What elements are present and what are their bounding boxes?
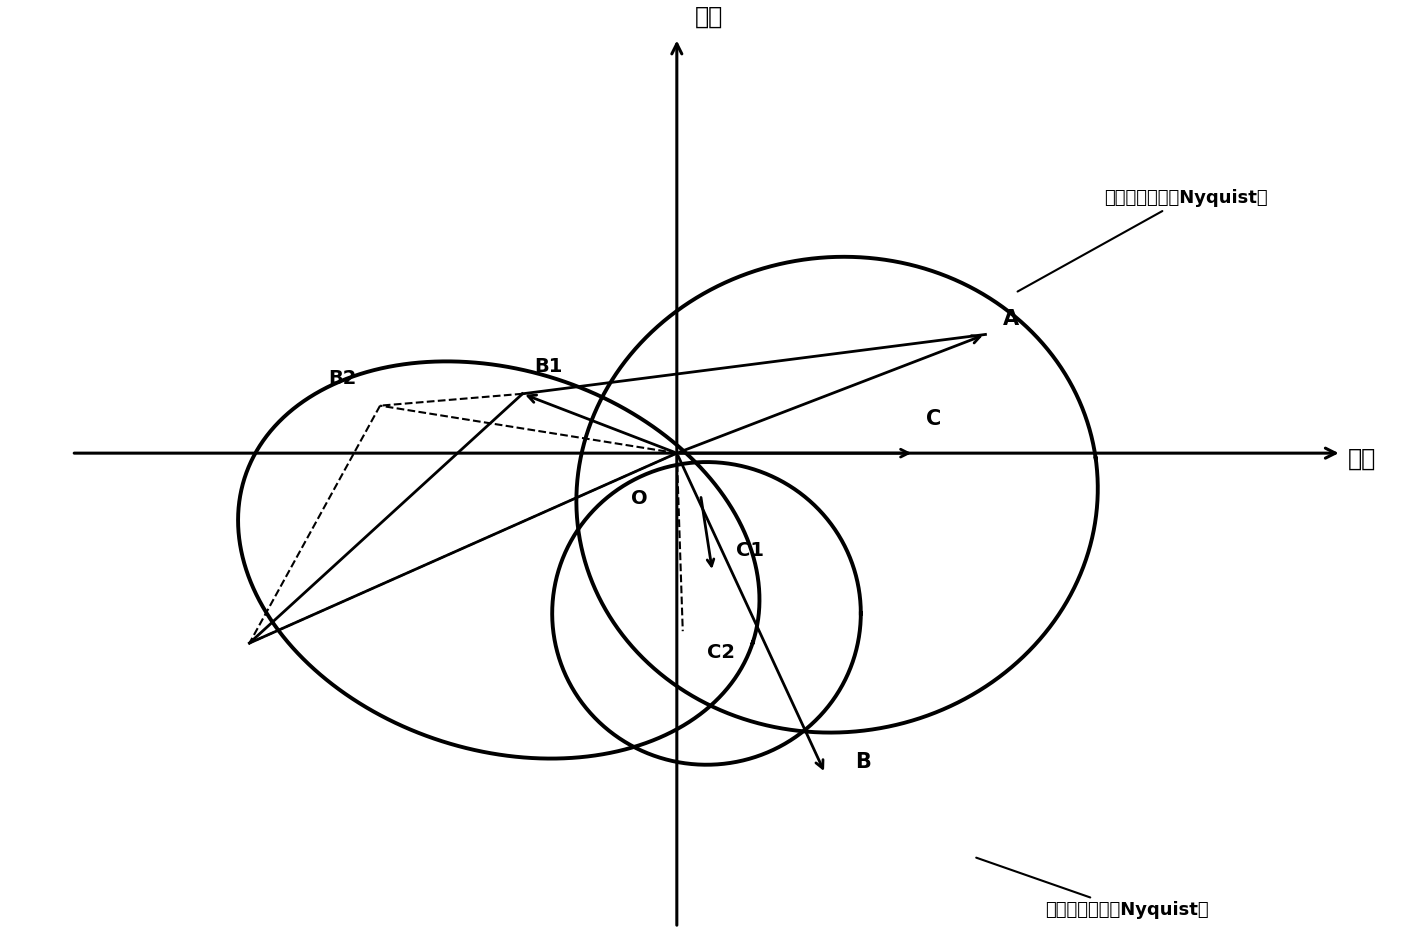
Text: B2: B2: [328, 369, 356, 388]
Text: C2: C2: [706, 643, 735, 662]
Text: B: B: [855, 751, 870, 772]
Text: B1: B1: [534, 357, 562, 376]
Text: 纯试重失衡响应Nyquist图: 纯试重失衡响应Nyquist图: [976, 858, 1208, 919]
Text: C: C: [926, 410, 941, 430]
Text: 待平衡转子振动Nyquist图: 待平衡转子振动Nyquist图: [1017, 189, 1267, 292]
Text: O: O: [630, 489, 647, 508]
Text: A: A: [1003, 309, 1019, 329]
Text: C1: C1: [736, 541, 764, 560]
Text: 虚部: 虚部: [695, 5, 723, 28]
Text: 实部: 实部: [1348, 447, 1376, 471]
